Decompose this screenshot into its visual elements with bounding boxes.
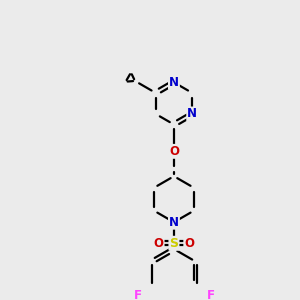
Text: O: O bbox=[154, 237, 164, 250]
Text: F: F bbox=[206, 289, 214, 300]
Text: N: N bbox=[169, 216, 179, 229]
Text: F: F bbox=[134, 289, 141, 300]
Text: S: S bbox=[169, 237, 178, 250]
Text: N: N bbox=[187, 107, 197, 121]
Text: O: O bbox=[169, 145, 179, 158]
Text: O: O bbox=[184, 237, 194, 250]
Text: N: N bbox=[169, 76, 179, 89]
